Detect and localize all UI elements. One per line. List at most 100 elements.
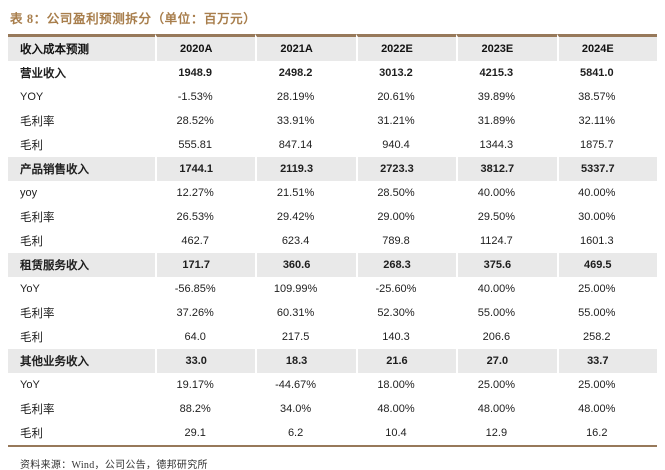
row-label: 毛利 bbox=[20, 236, 43, 248]
cell-value: 20.61% bbox=[377, 91, 415, 103]
row-label: 毛利率 bbox=[20, 404, 55, 416]
cell-value: 48.00% bbox=[477, 403, 516, 415]
cell-value: 258.2 bbox=[583, 331, 611, 343]
table-row: yoy 12.27% 21.51% 28.50% 40.00% 40.00% bbox=[8, 181, 657, 205]
cell-value: 37.26% bbox=[176, 307, 214, 319]
table-header-row: 收入成本预测 2020A 2021A 2022E 2023E 2024E bbox=[8, 34, 657, 61]
cell-value: 462.7 bbox=[181, 235, 209, 247]
cell-value: 555.81 bbox=[178, 139, 213, 151]
forecast-table: 收入成本预测 2020A 2021A 2022E 2023E 2024E 营业收入 1948… bbox=[8, 34, 657, 447]
row-label: YOY bbox=[20, 91, 44, 103]
cell-value: 25.00% bbox=[578, 283, 616, 295]
cell-value: 4215.3 bbox=[479, 67, 514, 79]
row-label: 毛利 bbox=[20, 140, 43, 152]
column-header: 2022E bbox=[355, 34, 457, 61]
table-row: 毛利 555.81 847.14 940.4 1344.3 1875.7 bbox=[8, 133, 657, 157]
table-row: 毛利 462.7 623.4 789.8 1124.7 1601.3 bbox=[8, 229, 657, 253]
row-label: 毛利 bbox=[20, 332, 43, 344]
cell-value: 5337.7 bbox=[556, 157, 657, 181]
cell-value: 28.50% bbox=[377, 187, 415, 199]
cell-value: 30.00% bbox=[578, 211, 616, 223]
table-row: YoY 19.17% -44.67% 18.00% 25.00% 25.00% bbox=[8, 373, 657, 397]
cell-value: 2723.3 bbox=[355, 157, 457, 181]
table-row: 毛利 64.0 217.5 140.3 206.6 258.2 bbox=[8, 325, 657, 349]
table-row: 毛利率 88.2% 34.0% 48.00% 48.00% 48.00% bbox=[8, 397, 657, 421]
cell-value: 29.50% bbox=[477, 211, 516, 223]
column-header: 2020A bbox=[155, 34, 256, 61]
cell-value: 60.31% bbox=[276, 307, 315, 319]
cell-value: -1.53% bbox=[177, 91, 213, 103]
cell-value: 268.3 bbox=[355, 253, 457, 277]
cell-value: 16.2 bbox=[556, 421, 657, 447]
cell-value: 64.0 bbox=[184, 331, 206, 343]
row-label: YoY bbox=[20, 283, 40, 295]
cell-value: 1601.3 bbox=[579, 235, 614, 247]
cell-value: 12.27% bbox=[176, 187, 214, 199]
cell-value: 25.00% bbox=[477, 379, 516, 391]
table-row: 其他业务收入 33.0 18.3 21.6 27.0 33.7 bbox=[8, 349, 657, 373]
table-row: 租赁服务收入 171.7 360.6 268.3 375.6 469.5 bbox=[8, 253, 657, 277]
cell-value: 1948.9 bbox=[178, 67, 213, 79]
cell-value: 19.17% bbox=[176, 379, 214, 391]
cell-value: -25.60% bbox=[375, 283, 417, 295]
cell-value: 171.7 bbox=[155, 253, 256, 277]
cell-value: 1875.7 bbox=[579, 139, 614, 151]
table-row: YOY -1.53% 28.19% 20.61% 39.89% 38.57% bbox=[8, 85, 657, 109]
cell-value: 48.00% bbox=[377, 403, 415, 415]
cell-value: 3013.2 bbox=[379, 67, 413, 79]
cell-value: 40.00% bbox=[578, 187, 616, 199]
table-header: 收入成本预测 2020A 2021A 2022E 2023E 2024E bbox=[8, 34, 657, 61]
cell-value: 88.2% bbox=[179, 403, 211, 415]
cell-value: 21.51% bbox=[276, 187, 315, 199]
cell-value: 940.4 bbox=[382, 139, 410, 151]
cell-value: 469.5 bbox=[556, 253, 657, 277]
cell-value: 206.6 bbox=[482, 331, 511, 343]
cell-value: 375.6 bbox=[456, 253, 557, 277]
table-row: 毛利率 26.53% 29.42% 29.00% 29.50% 30.00% bbox=[8, 205, 657, 229]
cell-value: 29.00% bbox=[377, 211, 415, 223]
table-row: 营业收入 1948.9 2498.2 3013.2 4215.3 5841.0 bbox=[8, 61, 657, 85]
cell-value: 1744.1 bbox=[155, 157, 256, 181]
cell-value: 52.30% bbox=[377, 307, 415, 319]
row-label: 毛利率 bbox=[20, 212, 55, 224]
cell-value: 40.00% bbox=[477, 187, 516, 199]
cell-value: 25.00% bbox=[578, 379, 616, 391]
cell-value: 34.0% bbox=[279, 403, 312, 415]
row-label: 毛利率 bbox=[20, 116, 55, 128]
cell-value: 33.91% bbox=[276, 115, 315, 127]
cell-value: 28.52% bbox=[176, 115, 214, 127]
table-caption: 表 8：公司盈利预测拆分（单位：百万元） bbox=[10, 12, 257, 26]
cell-value: 55.00% bbox=[477, 307, 516, 319]
cell-value: 1344.3 bbox=[479, 139, 514, 151]
cell-value: 1124.7 bbox=[479, 235, 513, 247]
table-row: 产品销售收入 1744.1 2119.3 2723.3 3812.7 5337.7 bbox=[8, 157, 657, 181]
cell-value: 18.3 bbox=[255, 349, 356, 373]
table-row: 毛利率 37.26% 60.31% 52.30% 55.00% 55.00% bbox=[8, 301, 657, 325]
row-label: yoy bbox=[20, 187, 38, 199]
cell-value: 360.6 bbox=[255, 253, 356, 277]
cell-value: 2498.2 bbox=[278, 67, 313, 79]
row-label: YoY bbox=[20, 379, 40, 391]
cell-value: 31.89% bbox=[477, 115, 516, 127]
cell-value: -56.85% bbox=[174, 283, 216, 295]
cell-value: 5841.0 bbox=[579, 67, 614, 79]
cell-value: 10.4 bbox=[355, 421, 457, 447]
source-note: 资料来源：Wind，公司公告，德邦研究所 bbox=[20, 460, 208, 470]
cell-value: 109.99% bbox=[273, 283, 318, 295]
row-label: 毛利 bbox=[8, 421, 155, 447]
cell-value: 32.11% bbox=[578, 115, 616, 127]
cell-value: 33.7 bbox=[556, 349, 657, 373]
table-row: 毛利 29.1 6.2 10.4 12.9 16.2 bbox=[8, 421, 657, 447]
cell-value: 48.00% bbox=[578, 403, 616, 415]
cell-value: 29.42% bbox=[276, 211, 315, 223]
cell-value: 27.0 bbox=[456, 349, 557, 373]
table-body: 营业收入 1948.9 2498.2 3013.2 4215.3 5841.0 YOY -1.… bbox=[8, 61, 657, 447]
cell-value: 6.2 bbox=[255, 421, 356, 447]
cell-value: 38.57% bbox=[578, 91, 616, 103]
row-label: 其他业务收入 bbox=[8, 349, 155, 373]
cell-value: 140.3 bbox=[382, 331, 410, 343]
row-label: 毛利率 bbox=[20, 308, 55, 320]
column-header: 2024E bbox=[556, 34, 657, 61]
cell-value: 18.00% bbox=[377, 379, 415, 391]
cell-value: 789.8 bbox=[382, 235, 410, 247]
